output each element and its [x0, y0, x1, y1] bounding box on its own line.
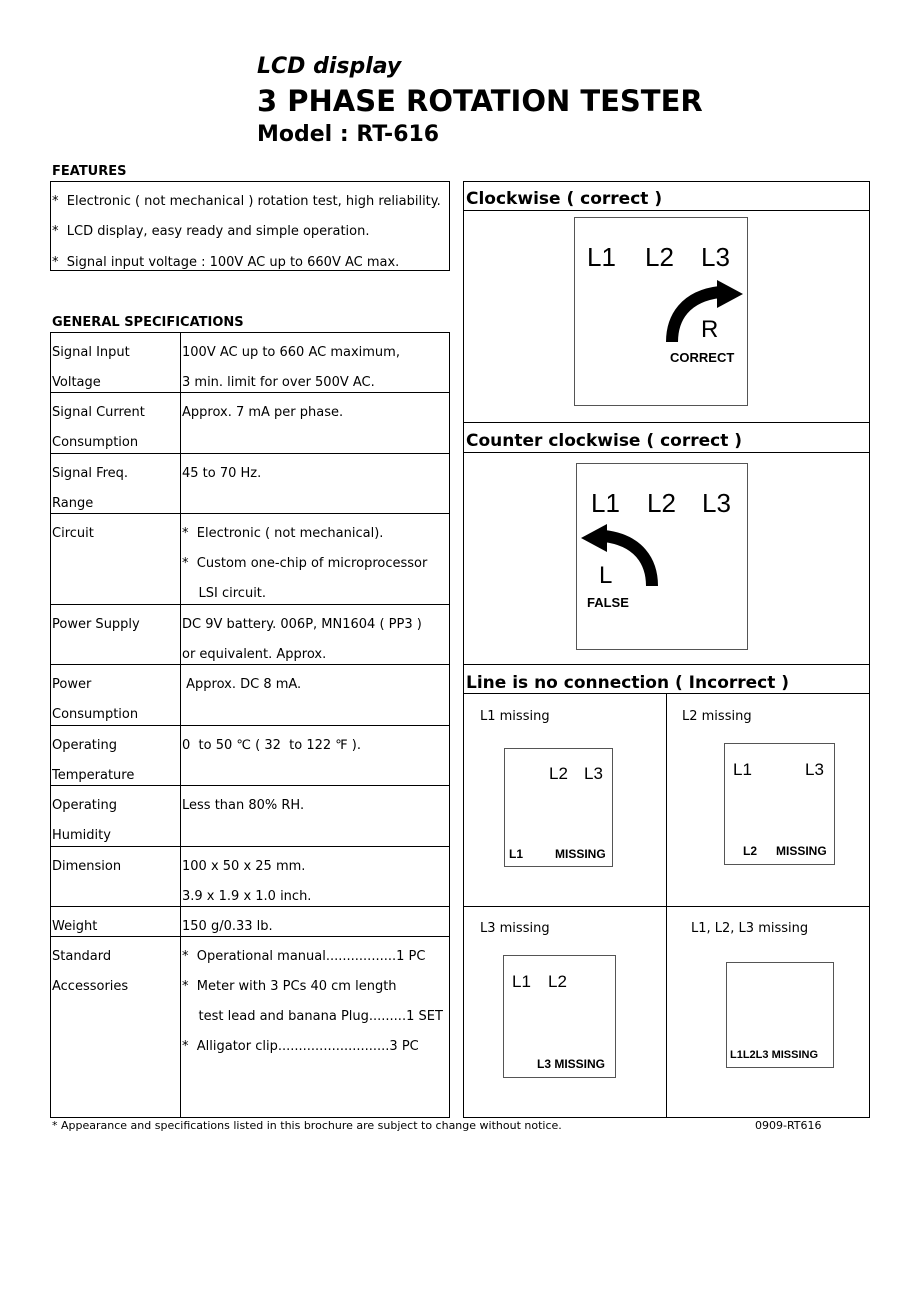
spec-label: Signal Input	[52, 345, 130, 360]
lcd-code: L2	[743, 844, 758, 858]
lcd-label: L2	[645, 242, 674, 272]
lcd-code: L1	[509, 847, 524, 861]
lcd-label: L1	[512, 972, 531, 991]
row-divider	[50, 906, 450, 907]
feature-item: * Electronic ( not mechanical ) rotation…	[52, 194, 441, 209]
spec-label: Standard	[52, 949, 112, 964]
counter-arrow-icon	[581, 524, 658, 587]
spec-value: * Alligator clip........................…	[182, 1039, 419, 1054]
spec-value: 0 to 50 ℃ ( 32 to 122 ℉ ).	[182, 738, 361, 753]
row-divider	[50, 453, 450, 454]
lcd-label: L3	[805, 760, 824, 779]
lcd-label: L3	[702, 488, 731, 518]
footer-note: * Appearance and specifications listed i…	[52, 1119, 562, 1132]
lcd-l1-missing: L2 L3 L1 MISSING	[504, 748, 613, 867]
page-title: 3 PHASE ROTATION TESTER	[257, 84, 703, 118]
row-divider	[50, 392, 450, 393]
caption: L1, L2, L3 missing	[691, 921, 809, 936]
lcd-status: FALSE	[587, 595, 629, 610]
subtitle: LCD display	[257, 54, 402, 79]
spec-label: Signal Freq.	[52, 466, 129, 481]
lcd-status: CORRECT	[670, 350, 735, 365]
lcd-label: L3	[701, 242, 730, 272]
spec-value: * Meter with 3 PCs 40 cm length	[182, 979, 397, 994]
spec-label: Circuit	[52, 526, 94, 541]
spec-label: Consumption	[52, 435, 139, 450]
lcd-l3-missing: L1 L2 L3 MISSING	[503, 955, 616, 1078]
lcd-label: L1	[587, 242, 616, 272]
spec-label: Operating	[52, 738, 117, 753]
row-divider	[50, 936, 450, 937]
spec-value: 150 g/0.33 lb.	[182, 919, 273, 934]
spec-label: Temperature	[52, 768, 135, 783]
lcd-status: MISSING	[555, 847, 606, 861]
lcd-label: L1	[733, 760, 752, 779]
lcd-label: L2	[647, 488, 676, 518]
clockwise-arrow-icon	[666, 280, 743, 343]
document-code: 0909-RT616	[755, 1119, 822, 1132]
lcd-label: L2	[548, 972, 567, 991]
row-divider	[50, 664, 450, 665]
spec-value: or equivalent. Approx.	[182, 647, 327, 662]
lcd-letter: R	[701, 316, 719, 343]
lcd-all-missing: L1L2L3 MISSING	[726, 962, 834, 1068]
spec-label: Consumption	[52, 707, 139, 722]
spec-label: Power	[52, 677, 92, 692]
specs-heading: GENERAL SPECIFICATIONS	[52, 315, 244, 330]
missing-heading: Line is no connection ( Incorrect )	[466, 673, 790, 693]
features-box	[50, 181, 450, 271]
lcd-label: L2	[549, 764, 568, 783]
spec-value: 3 min. limit for over 500V AC.	[182, 375, 375, 390]
features-heading: FEATURES	[52, 164, 127, 179]
spec-label: Power Supply	[52, 617, 140, 632]
spec-label: Humidity	[52, 828, 111, 843]
spec-label: Range	[52, 496, 94, 511]
spec-value: 45 to 70 Hz.	[182, 466, 262, 481]
spec-value: 3.9 x 1.9 x 1.0 inch.	[182, 889, 312, 904]
lcd-clockwise: L1 L2 L3 R CORRECT	[574, 217, 748, 406]
row-divider	[50, 725, 450, 726]
spec-label: Voltage	[52, 375, 101, 390]
counter-heading: Counter clockwise ( correct )	[466, 431, 743, 451]
lcd-status: L1L2L3 MISSING	[730, 1049, 819, 1061]
caption: L2 missing	[682, 709, 752, 724]
spec-value: Approx. 7 mA per phase.	[182, 405, 344, 420]
feature-item: * Signal input voltage : 100V AC up to 6…	[52, 255, 400, 270]
column-divider	[180, 332, 181, 1117]
spec-value: 100V AC up to 660 AC maximum,	[182, 345, 400, 360]
spec-value: DC 9V battery. 006P, MN1604 ( PP3 )	[182, 617, 422, 632]
spec-value: Approx. DC 8 mA.	[182, 677, 302, 692]
lcd-l2-missing: L1 L3 L2 MISSING	[724, 743, 835, 865]
spec-value: LSI circuit.	[182, 586, 267, 601]
row-divider	[50, 513, 450, 514]
row-divider	[50, 785, 450, 786]
caption: L3 missing	[480, 921, 550, 936]
spec-value: 100 x 50 x 25 mm.	[182, 859, 306, 874]
lcd-letter: L	[599, 562, 613, 589]
spec-value: Less than 80% RH.	[182, 798, 305, 813]
clockwise-heading: Clockwise ( correct )	[466, 189, 663, 209]
row-divider	[50, 846, 450, 847]
spec-label: Dimension	[52, 859, 122, 874]
spec-value: * Operational manual.................1 P…	[182, 949, 426, 964]
spec-value: * Custom one-chip of microprocessor	[182, 556, 428, 571]
feature-item: * LCD display, easy ready and simple ope…	[52, 224, 370, 239]
model: Model : RT-616	[257, 122, 440, 147]
lcd-status: L3 MISSING	[537, 1057, 606, 1071]
lcd-status: MISSING	[776, 844, 827, 858]
spec-value: test lead and banana Plug.........1 SET	[182, 1009, 443, 1024]
lcd-label: L3	[584, 764, 603, 783]
spec-label: Signal Current	[52, 405, 145, 420]
spec-label: Weight	[52, 919, 98, 934]
lcd-counter: L1 L2 L3 L FALSE	[576, 463, 748, 650]
diagram-panel	[463, 181, 870, 1118]
lcd-label: L1	[591, 488, 620, 518]
spec-value: * Electronic ( not mechanical).	[182, 526, 384, 541]
caption: L1 missing	[480, 709, 550, 724]
spec-label: Operating	[52, 798, 117, 813]
spec-label: Accessories	[52, 979, 129, 994]
row-divider	[50, 604, 450, 605]
